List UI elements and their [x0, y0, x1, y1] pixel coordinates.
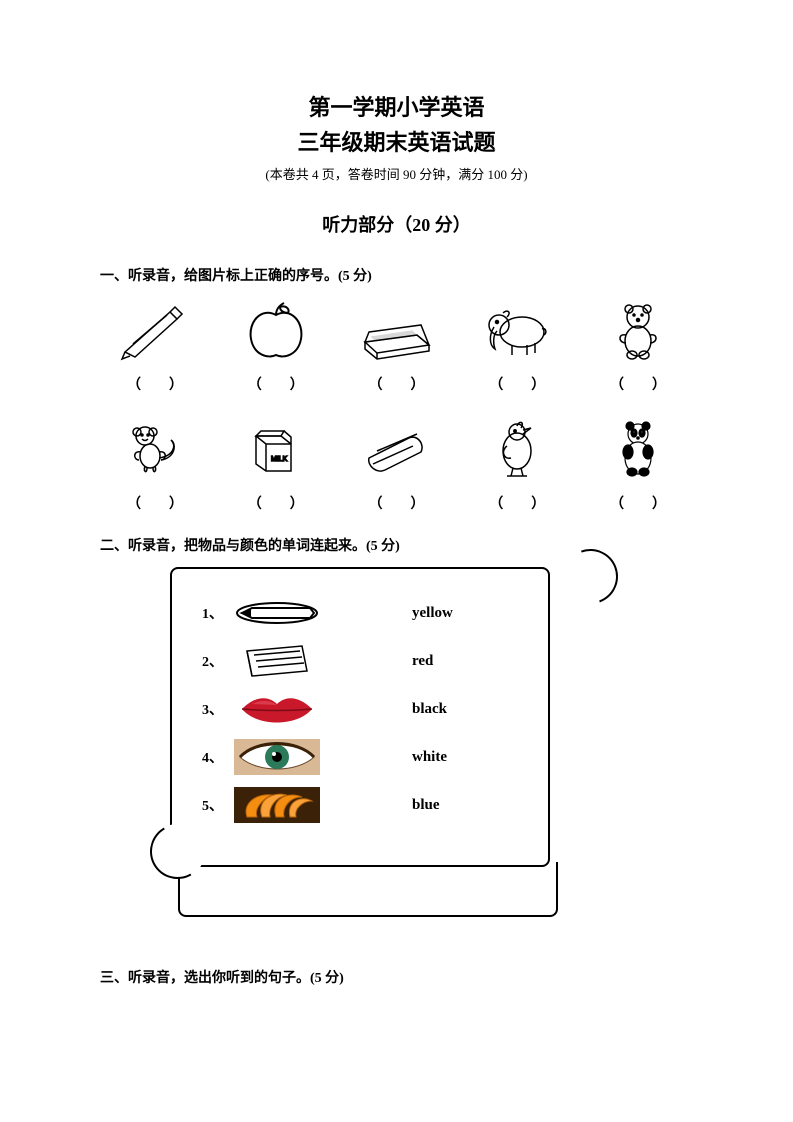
- item-elephant: [472, 297, 562, 362]
- blank: （ ）: [593, 374, 683, 394]
- svg-text:MILK: MILK: [271, 456, 288, 463]
- book-line-icon: [232, 640, 322, 682]
- q1-blanks-row2: （ ） （ ） （ ） （ ） （ ）: [100, 493, 693, 513]
- match-word: blue: [412, 797, 502, 814]
- match-row-2: 2、 red: [172, 637, 548, 685]
- blank: （ ）: [110, 493, 200, 513]
- match-num: 3、: [202, 699, 232, 719]
- monkey-icon: [115, 416, 195, 481]
- bird-icon: [477, 416, 557, 481]
- milk-icon: MILK: [236, 416, 316, 481]
- item-bird: [472, 416, 562, 481]
- bear-icon: [598, 297, 678, 362]
- match-word: yellow: [412, 605, 502, 622]
- match-row-5: 5、 blue: [172, 781, 548, 829]
- item-pen: [110, 297, 200, 362]
- q1-row1: [100, 297, 693, 362]
- panda-icon: [598, 416, 678, 481]
- section-title: 听力部分（20 分）: [100, 211, 693, 237]
- q1-row2: MILK: [100, 416, 693, 481]
- blank: （ ）: [593, 493, 683, 513]
- eraser-icon: [357, 416, 437, 481]
- title-line-2: 三年级期末英语试题: [100, 125, 693, 160]
- match-num: 5、: [202, 795, 232, 815]
- match-num: 4、: [202, 747, 232, 767]
- item-bear: [593, 297, 683, 362]
- item-eraser: [352, 416, 442, 481]
- pencilcase-icon: [357, 297, 437, 362]
- match-row-1: 1、 yellow: [172, 589, 548, 637]
- subtitle: (本卷共 4 页，答卷时间 90 分钟，满分 100 分): [100, 164, 693, 183]
- blank: （ ）: [352, 374, 442, 394]
- match-row-4: 4、 white: [172, 733, 548, 781]
- eye-icon: [232, 736, 322, 778]
- match-num: 1、: [202, 603, 232, 623]
- item-pencilcase: [352, 297, 442, 362]
- item-monkey: [110, 416, 200, 481]
- pen-icon: [115, 297, 195, 362]
- match-num: 2、: [202, 651, 232, 671]
- blank: （ ）: [352, 493, 442, 513]
- bananas-icon: [232, 784, 322, 826]
- pen-line-icon: [232, 592, 322, 634]
- blank: （ ）: [231, 374, 321, 394]
- apple-icon: [236, 297, 316, 362]
- blank: （ ）: [472, 493, 562, 513]
- lips-icon: [232, 688, 322, 730]
- blank: （ ）: [472, 374, 562, 394]
- match-word: black: [412, 701, 502, 718]
- q1-blanks-row1: （ ） （ ） （ ） （ ） （ ）: [100, 374, 693, 394]
- scroll-body: 1、 yellow 2、 red 3、 black 4、 white: [170, 567, 550, 867]
- blank: （ ）: [110, 374, 200, 394]
- header: 第一学期小学英语 三年级期末英语试题 (本卷共 4 页，答卷时间 90 分钟，满…: [100, 90, 693, 183]
- item-panda: [593, 416, 683, 481]
- match-word: red: [412, 653, 502, 670]
- match-row-3: 3、 black: [172, 685, 548, 733]
- item-apple: [231, 297, 321, 362]
- q3-heading: 三、听录音，选出你听到的句子。(5 分): [100, 967, 693, 987]
- q1-heading: 一、听录音，给图片标上正确的序号。(5 分): [100, 265, 693, 285]
- title-line-1: 第一学期小学英语: [100, 90, 693, 125]
- scroll-box: 1、 yellow 2、 red 3、 black 4、 white: [160, 557, 590, 907]
- item-milk: MILK: [231, 416, 321, 481]
- elephant-icon: [477, 297, 557, 362]
- blank: （ ）: [231, 493, 321, 513]
- scroll-tail: [178, 862, 558, 917]
- match-word: white: [412, 749, 502, 766]
